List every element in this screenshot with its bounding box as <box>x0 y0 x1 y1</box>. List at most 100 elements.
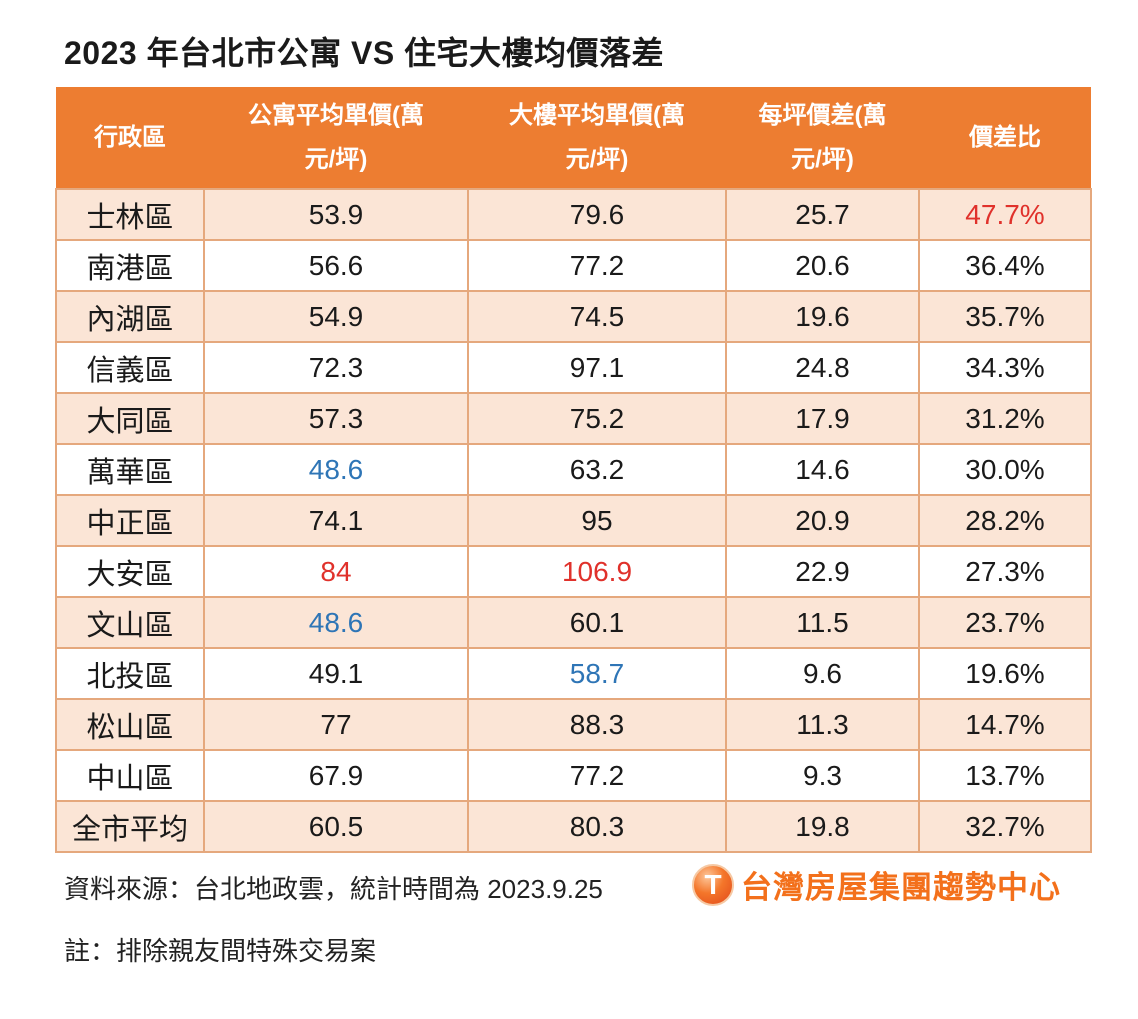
page-title: 2023 年台北市公寓 VS 住宅大樓均價落差 <box>64 35 665 71</box>
value-cell: 48.6 <box>203 443 469 496</box>
value-cell: 19.6 <box>725 290 920 343</box>
value-cell: 23.7% <box>918 596 1092 649</box>
value-cell: 35.7% <box>918 290 1092 343</box>
footnote-text: 註：排除親友間特殊交易案 <box>64 936 377 966</box>
value-cell: 30.0% <box>918 443 1092 496</box>
value-cell: 31.2% <box>918 392 1092 445</box>
table-body: 士林區 53.9 79.6 25.7 47.7% 南港區 56.6 77.2 20.6 36.4%… <box>55 188 1092 853</box>
district-cell: 松山區 <box>55 698 205 751</box>
col-header-text: 元/坪) <box>791 145 854 173</box>
table-row: 全市平均 60.5 80.3 19.8 32.7% <box>55 800 1092 853</box>
value-cell: 75.2 <box>467 392 727 445</box>
logo-text: 台灣房屋集團趨勢中心 <box>741 870 1061 905</box>
value-cell: 58.7 <box>467 647 727 700</box>
data-source-text: 資料來源：台北地政雲，統計時間為 2023.9.25 <box>64 874 603 904</box>
table-row: 中山區 67.9 77.2 9.3 13.7% <box>55 749 1092 802</box>
district-cell: 中山區 <box>55 749 205 802</box>
col-header-text: 每坪價差(萬 <box>758 101 887 129</box>
table-row: 大安區 84 106.9 22.9 27.3% <box>55 545 1092 598</box>
value-cell: 56.6 <box>203 239 469 292</box>
table-row: 南港區 56.6 77.2 20.6 36.4% <box>55 239 1092 292</box>
value-cell: 34.3% <box>918 341 1092 394</box>
value-cell: 36.4% <box>918 239 1092 292</box>
value-cell: 95 <box>467 494 727 547</box>
col-header-text: 元/坪) <box>565 145 629 173</box>
district-cell: 內湖區 <box>55 290 205 343</box>
col-header-gap-ratio: 價差比 <box>919 87 1091 189</box>
col-header-price-gap: 每坪價差(萬 元/坪) <box>726 87 919 189</box>
value-cell: 72.3 <box>203 341 469 394</box>
district-cell: 北投區 <box>55 647 205 700</box>
col-header-text: 元/坪) <box>304 145 368 173</box>
district-cell: 信義區 <box>55 341 205 394</box>
value-cell: 25.7 <box>725 188 920 241</box>
header-row: 行政區 公寓平均單價(萬 元/坪) 大樓平均單價(萬 元/坪) 每坪價差(萬 元… <box>56 87 1091 189</box>
value-cell: 60.5 <box>203 800 469 853</box>
col-header-text: 行政區 <box>94 123 166 151</box>
value-cell: 24.8 <box>725 341 920 394</box>
value-cell: 106.9 <box>467 545 727 598</box>
col-header-district: 行政區 <box>56 87 204 189</box>
value-cell: 48.6 <box>203 596 469 649</box>
table-row: 信義區 72.3 97.1 24.8 34.3% <box>55 341 1092 394</box>
table-row: 文山區 48.6 60.1 11.5 23.7% <box>55 596 1092 649</box>
value-cell: 22.9 <box>725 545 920 598</box>
value-cell: 53.9 <box>203 188 469 241</box>
col-header-text: 大樓平均單價(萬 <box>509 101 685 129</box>
value-cell: 79.6 <box>467 188 727 241</box>
value-cell: 77 <box>203 698 469 751</box>
table-row: 內湖區 54.9 74.5 19.6 35.7% <box>55 290 1092 343</box>
price-table: 行政區 公寓平均單價(萬 元/坪) 大樓平均單價(萬 元/坪) 每坪價差(萬 元… <box>55 87 1092 853</box>
value-cell: 77.2 <box>467 749 727 802</box>
value-cell: 17.9 <box>725 392 920 445</box>
col-header-building-price: 大樓平均單價(萬 元/坪) <box>468 87 726 189</box>
brand-logo: T 台灣房屋集團趨勢中心 <box>692 862 1061 907</box>
value-cell: 67.9 <box>203 749 469 802</box>
value-cell: 32.7% <box>918 800 1092 853</box>
col-header-text: 價差比 <box>969 123 1041 151</box>
district-cell: 大同區 <box>55 392 205 445</box>
table-row: 萬華區 48.6 63.2 14.6 30.0% <box>55 443 1092 496</box>
district-cell: 萬華區 <box>55 443 205 496</box>
district-cell: 文山區 <box>55 596 205 649</box>
value-cell: 27.3% <box>918 545 1092 598</box>
value-cell: 14.6 <box>725 443 920 496</box>
value-cell: 11.5 <box>725 596 920 649</box>
value-cell: 49.1 <box>203 647 469 700</box>
value-cell: 80.3 <box>467 800 727 853</box>
value-cell: 28.2% <box>918 494 1092 547</box>
value-cell: 63.2 <box>467 443 727 496</box>
table-row: 大同區 57.3 75.2 17.9 31.2% <box>55 392 1092 445</box>
value-cell: 74.1 <box>203 494 469 547</box>
value-cell: 88.3 <box>467 698 727 751</box>
district-cell: 中正區 <box>55 494 205 547</box>
district-cell: 全市平均 <box>55 800 205 853</box>
col-header-text: 公寓平均單價(萬 <box>248 101 424 129</box>
table-row: 松山區 77 88.3 11.3 14.7% <box>55 698 1092 751</box>
value-cell: 20.6 <box>725 239 920 292</box>
value-cell: 84 <box>203 545 469 598</box>
col-header-apartment-price: 公寓平均單價(萬 元/坪) <box>204 87 468 189</box>
value-cell: 14.7% <box>918 698 1092 751</box>
table-row: 中正區 74.1 95 20.9 28.2% <box>55 494 1092 547</box>
value-cell: 11.3 <box>725 698 920 751</box>
district-cell: 士林區 <box>55 188 205 241</box>
value-cell: 60.1 <box>467 596 727 649</box>
value-cell: 9.3 <box>725 749 920 802</box>
value-cell: 13.7% <box>918 749 1092 802</box>
district-cell: 南港區 <box>55 239 205 292</box>
value-cell: 74.5 <box>467 290 727 343</box>
logo-t-icon: T <box>692 863 734 906</box>
value-cell: 97.1 <box>467 341 727 394</box>
value-cell: 19.6% <box>918 647 1092 700</box>
value-cell: 47.7% <box>918 188 1092 241</box>
value-cell: 9.6 <box>725 647 920 700</box>
value-cell: 57.3 <box>203 392 469 445</box>
table-row: 士林區 53.9 79.6 25.7 47.7% <box>55 188 1092 241</box>
district-cell: 大安區 <box>55 545 205 598</box>
value-cell: 19.8 <box>725 800 920 853</box>
value-cell: 77.2 <box>467 239 727 292</box>
table-row: 北投區 49.1 58.7 9.6 19.6% <box>55 647 1092 700</box>
value-cell: 54.9 <box>203 290 469 343</box>
